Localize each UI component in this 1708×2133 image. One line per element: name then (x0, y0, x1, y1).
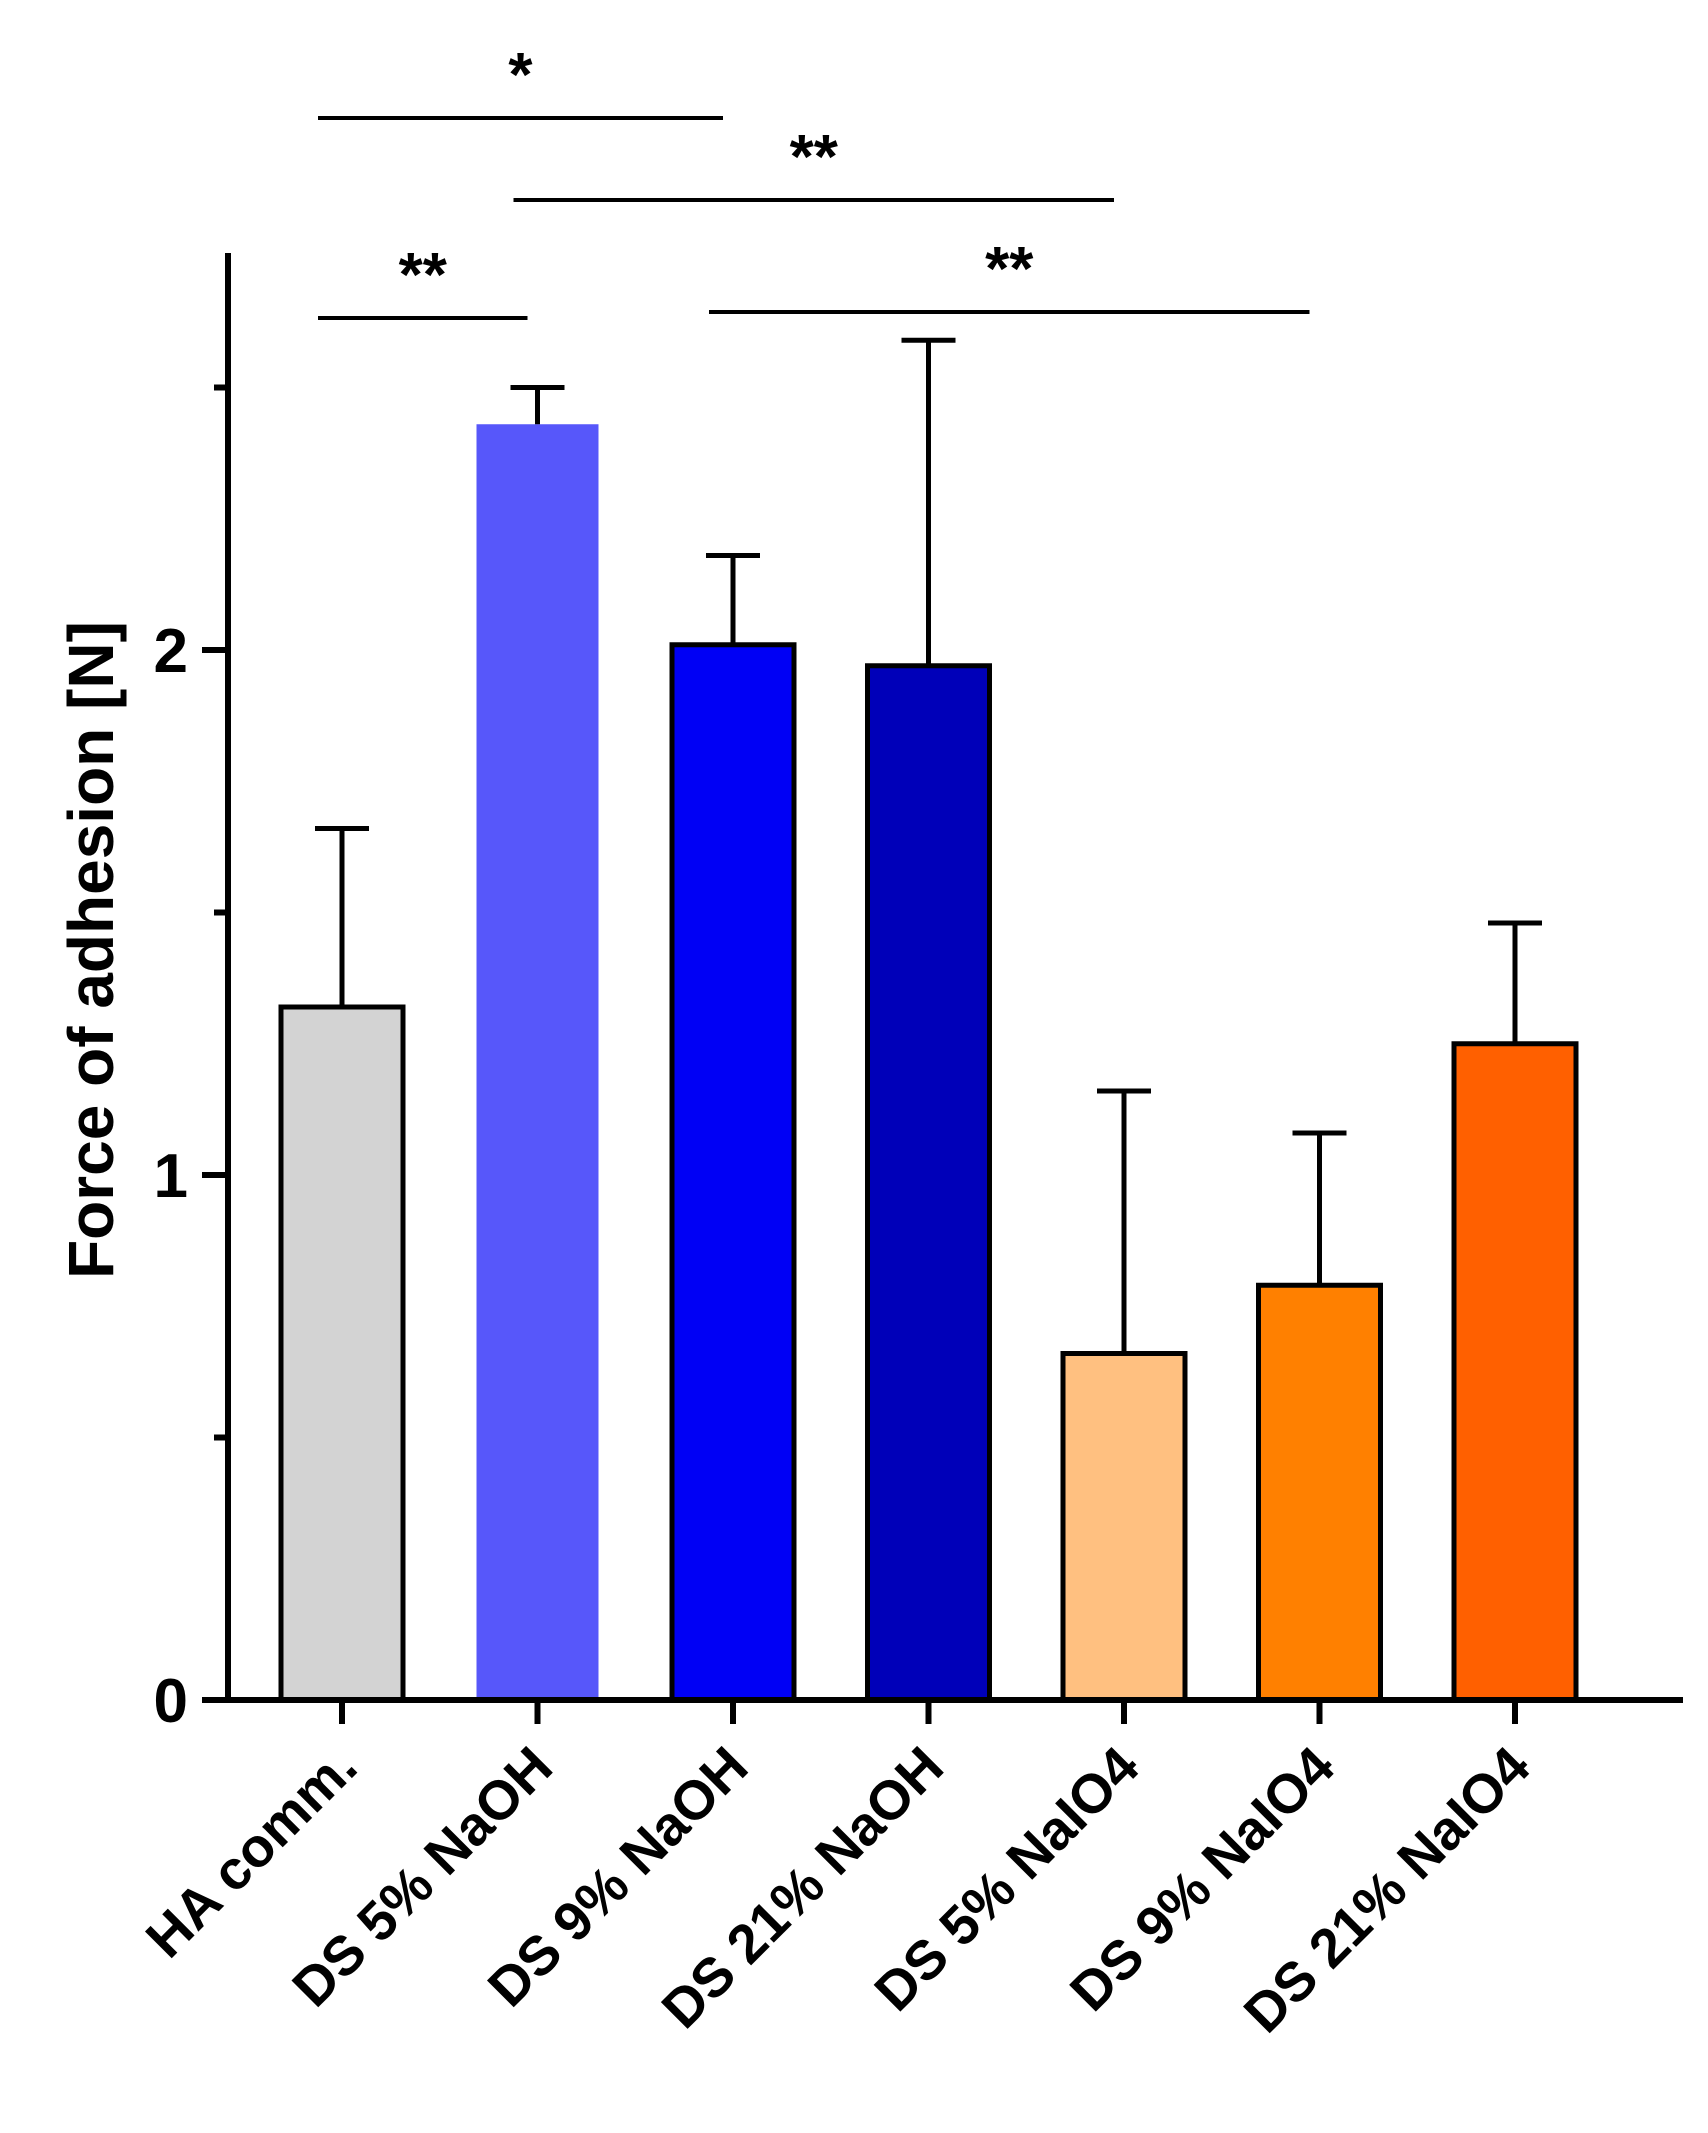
bars-layer (278, 424, 1579, 1703)
y-tick-label-0: 0 (154, 1667, 188, 1736)
significance-label-2: ** (399, 241, 448, 310)
error-bars-layer (315, 337, 1542, 1354)
bar-1 (476, 424, 599, 1700)
axes-layer (202, 253, 1683, 1724)
y-tick-label-1: 1 (154, 1142, 188, 1211)
bar-2 (669, 642, 797, 1703)
bar-5 (1256, 1282, 1383, 1703)
y-tick-label-2: 2 (154, 617, 188, 686)
bar-6 (1451, 1041, 1579, 1703)
significance-label-3: ** (985, 235, 1034, 304)
bar-0 (278, 1004, 406, 1703)
significance-label-0: * (508, 41, 533, 110)
bar-4 (1060, 1351, 1188, 1703)
significance-layer (318, 116, 1310, 320)
y-axis-label: Force of adhesion [N] (55, 621, 127, 1279)
significance-label-1: ** (790, 123, 839, 192)
bar-3 (865, 663, 992, 1703)
